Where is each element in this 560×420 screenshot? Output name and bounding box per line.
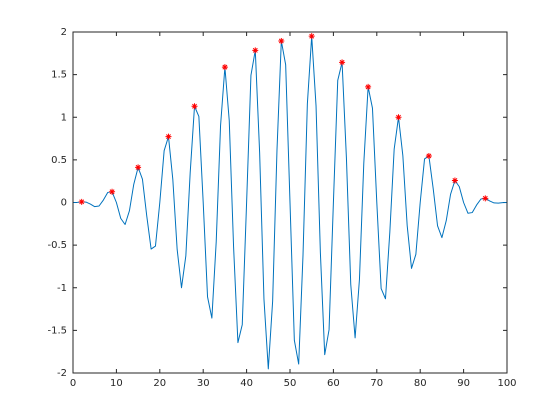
x-tick-label: 0 <box>70 378 76 389</box>
y-tick-label: -1 <box>57 283 67 294</box>
y-tick-label: 0.5 <box>51 155 67 166</box>
y-tick-label: -2 <box>57 368 67 379</box>
x-tick-label: 50 <box>284 378 297 389</box>
marker <box>339 59 346 66</box>
marker <box>252 47 259 54</box>
marker <box>165 133 172 140</box>
y-tick-label: 1.5 <box>51 70 67 81</box>
axes-frame <box>72 31 508 374</box>
marker <box>482 195 489 202</box>
x-tick-label: 60 <box>327 378 340 389</box>
x-tick-label: 80 <box>414 378 427 389</box>
x-tick-label: 30 <box>197 378 210 389</box>
marker <box>395 114 402 121</box>
marker <box>221 64 228 71</box>
marker <box>278 37 285 44</box>
marker <box>451 177 458 184</box>
marker <box>365 83 372 90</box>
marker <box>135 164 142 171</box>
y-tick-label: 2 <box>61 27 67 38</box>
marker <box>191 103 198 110</box>
y-tick-label: -0.5 <box>47 240 67 251</box>
marker <box>425 152 432 159</box>
x-tick-label: 100 <box>497 378 516 389</box>
marker <box>308 33 315 40</box>
y-tick-label: -1.5 <box>47 325 67 336</box>
y-tick-label: 1 <box>61 112 67 123</box>
x-tick-label: 10 <box>110 378 123 389</box>
y-tick-label: 0 <box>61 198 67 209</box>
x-tick-label: 70 <box>370 378 383 389</box>
marker <box>78 198 85 205</box>
x-tick-label: 40 <box>240 378 253 389</box>
line <box>72 35 508 370</box>
x-tick-label: 20 <box>153 378 166 389</box>
x-tick-label: 90 <box>457 378 470 389</box>
marker <box>109 188 116 195</box>
